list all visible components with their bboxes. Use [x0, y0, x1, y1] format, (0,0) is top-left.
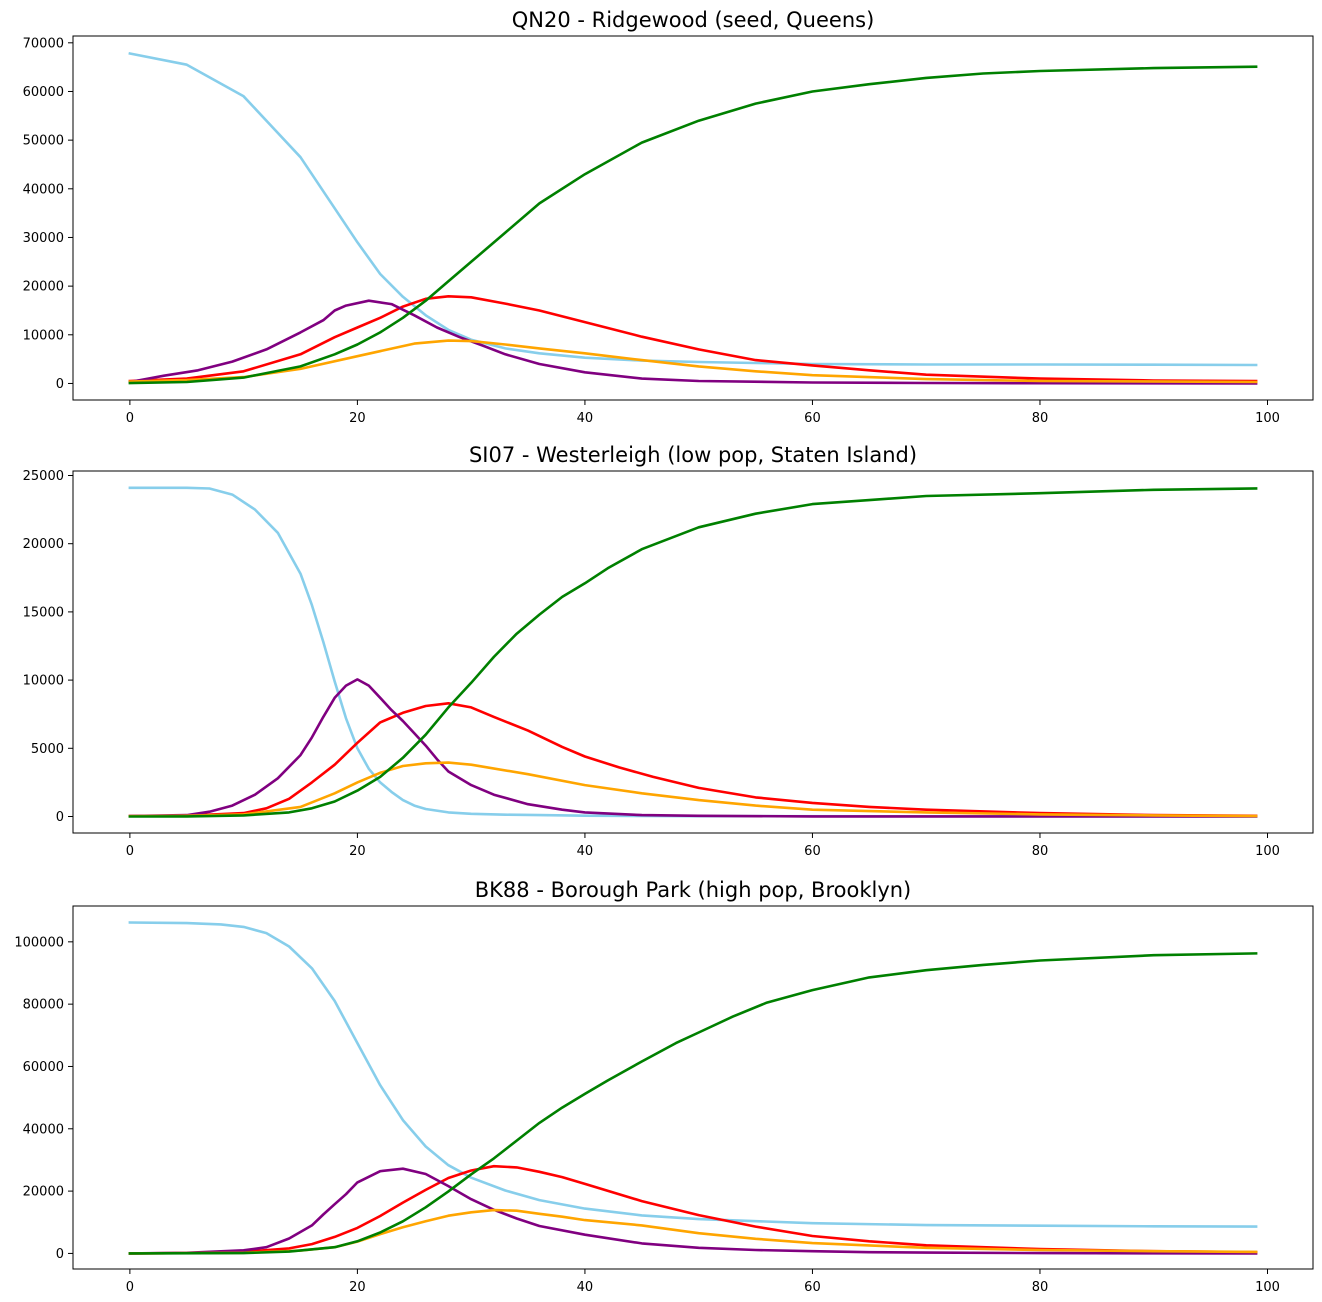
y-tick-label: 25000: [23, 469, 64, 484]
axes-frame: [72, 905, 1314, 1270]
x-tick-label: 0: [126, 1280, 134, 1295]
series-group: [128, 486, 1258, 818]
series-line-5: [128, 952, 1258, 1255]
y-tick-label: 40000: [23, 182, 64, 197]
chart-panel-3: BK88 - Borough Park (high pop, Brooklyn)…: [14, 878, 1314, 1295]
chart-title: BK88 - Borough Park (high pop, Brooklyn): [475, 878, 912, 902]
x-tick-label: 40: [577, 411, 594, 426]
x-tick-label: 20: [349, 411, 366, 426]
y-tick-label: 0: [56, 810, 64, 825]
series-line-5: [128, 65, 1258, 385]
x-tick-label: 100: [1255, 411, 1280, 426]
chart-title: SI07 - Westerleigh (low pop, Staten Isla…: [469, 443, 917, 467]
y-tick-label: 50000: [23, 134, 64, 149]
series-line-1: [128, 51, 1258, 367]
x-tick-label: 20: [349, 844, 366, 859]
x-tick-label: 100: [1255, 844, 1280, 859]
x-tick-label: 80: [1032, 1280, 1049, 1295]
x-tick-label: 60: [804, 1280, 821, 1295]
series-group: [128, 51, 1258, 385]
series-line-1: [128, 486, 1258, 818]
series-line-2: [128, 1164, 1258, 1255]
series-group: [128, 921, 1258, 1255]
y-tick-label: 10000: [23, 328, 64, 343]
series-line-2: [128, 702, 1258, 818]
y-tick-label: 60000: [23, 1060, 64, 1075]
y-tick-label: 15000: [23, 605, 64, 620]
y-tick-label: 20000: [23, 537, 64, 552]
series-line-4: [128, 761, 1258, 818]
x-tick-label: 20: [349, 1280, 366, 1295]
series-line-4: [128, 339, 1258, 384]
x-tick-label: 0: [126, 844, 134, 859]
axes-frame: [72, 35, 1314, 401]
chart-title: QN20 - Ridgewood (seed, Queens): [512, 8, 875, 32]
y-tick-label: 0: [56, 1247, 64, 1262]
x-tick-label: 60: [804, 844, 821, 859]
y-tick-label: 10000: [23, 674, 64, 689]
x-tick-label: 40: [577, 1280, 594, 1295]
chart-panel-2: SI07 - Westerleigh (low pop, Staten Isla…: [23, 443, 1314, 859]
x-tick-label: 80: [1032, 411, 1049, 426]
series-line-3: [128, 678, 1258, 818]
y-tick-label: 30000: [23, 231, 64, 246]
y-tick-label: 80000: [23, 998, 64, 1013]
series-line-3: [128, 1167, 1258, 1255]
series-line-5: [128, 487, 1258, 818]
y-tick-label: 5000: [31, 742, 64, 757]
chart-panel-1: QN20 - Ridgewood (seed, Queens) 0 20 40 60 80…: [23, 8, 1314, 426]
y-tick-label: 60000: [23, 85, 64, 100]
y-tick-label: 100000: [14, 935, 64, 950]
y-tick-label: 40000: [23, 1122, 64, 1137]
series-line-2: [128, 295, 1258, 383]
axes-frame: [72, 470, 1314, 834]
series-line-3: [128, 299, 1258, 385]
y-tick-label: 20000: [23, 280, 64, 295]
x-tick-label: 100: [1255, 1280, 1280, 1295]
y-tick-label: 20000: [23, 1185, 64, 1200]
series-line-1: [128, 921, 1258, 1228]
x-tick-label: 80: [1032, 844, 1049, 859]
x-tick-label: 60: [804, 411, 821, 426]
y-tick-label: 70000: [23, 36, 64, 51]
x-tick-label: 0: [126, 411, 134, 426]
y-tick-label: 0: [56, 377, 64, 392]
x-tick-label: 40: [577, 844, 594, 859]
